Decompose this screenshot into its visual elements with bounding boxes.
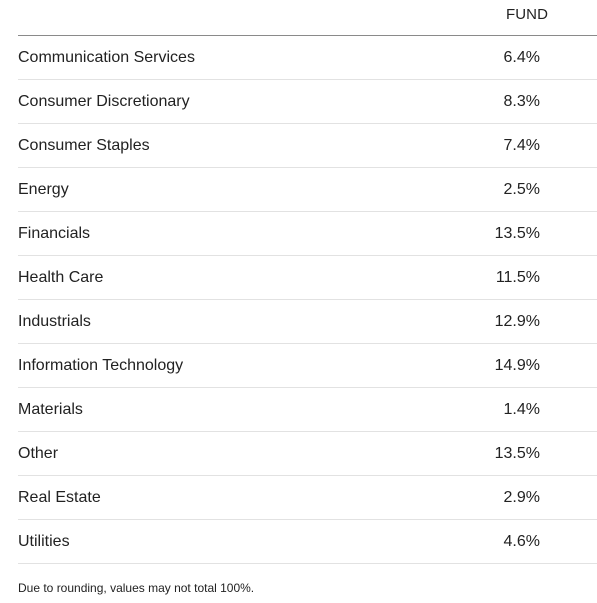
table-row: Information Technology 14.9% — [18, 344, 597, 388]
table-row: Consumer Discretionary 8.3% — [18, 80, 597, 124]
sector-name: Energy — [18, 181, 69, 198]
sector-name: Financials — [18, 225, 91, 242]
sector-value: 2.9% — [503, 489, 540, 506]
sector-value: 6.4% — [503, 49, 540, 66]
rounding-footnote: Due to rounding, values may not total 10… — [18, 581, 255, 595]
sector-name: Other — [18, 445, 59, 462]
table-row: Utilities 4.6% — [18, 520, 597, 564]
sector-value: 13.5% — [494, 225, 540, 242]
sector-value: 11.5% — [495, 269, 540, 286]
sector-name: Consumer Discretionary — [18, 93, 190, 110]
table-row: Real Estate 2.9% — [18, 476, 597, 520]
sector-name: Utilities — [18, 533, 70, 550]
sector-allocation-table: FUND Communication Services 6.4% Consume… — [18, 0, 597, 564]
table-row: Materials 1.4% — [18, 388, 597, 432]
table-row: Communication Services 6.4% — [18, 36, 597, 80]
sector-value: 8.3% — [503, 93, 540, 110]
sector-value: 1.4% — [503, 401, 540, 418]
table-row: Financials 13.5% — [18, 212, 597, 256]
table-body: Communication Services 6.4% Consumer Dis… — [18, 36, 597, 564]
table-row: Health Care 11.5% — [18, 256, 597, 300]
sector-value: 13.5% — [494, 445, 540, 462]
sector-value: 4.6% — [503, 533, 540, 550]
table-header-row: FUND — [18, 0, 597, 36]
sector-name: Real Estate — [18, 489, 101, 506]
sector-value: 12.9% — [494, 313, 540, 330]
sector-name: Materials — [18, 401, 83, 418]
sector-name: Consumer Staples — [18, 137, 150, 154]
table-row: Industrials 12.9% — [18, 300, 597, 344]
table-row: Energy 2.5% — [18, 168, 597, 212]
sector-value: 7.4% — [503, 137, 540, 154]
sector-name: Industrials — [18, 313, 91, 330]
sector-value: 2.5% — [503, 181, 540, 198]
sector-name: Health Care — [18, 269, 104, 286]
sector-value: 14.9% — [494, 357, 540, 374]
table-row: Consumer Staples 7.4% — [18, 124, 597, 168]
sector-name: Information Technology — [18, 357, 184, 374]
table-row: Other 13.5% — [18, 432, 597, 476]
fund-column-header: FUND — [505, 6, 548, 23]
sector-name: Communication Services — [18, 49, 195, 66]
